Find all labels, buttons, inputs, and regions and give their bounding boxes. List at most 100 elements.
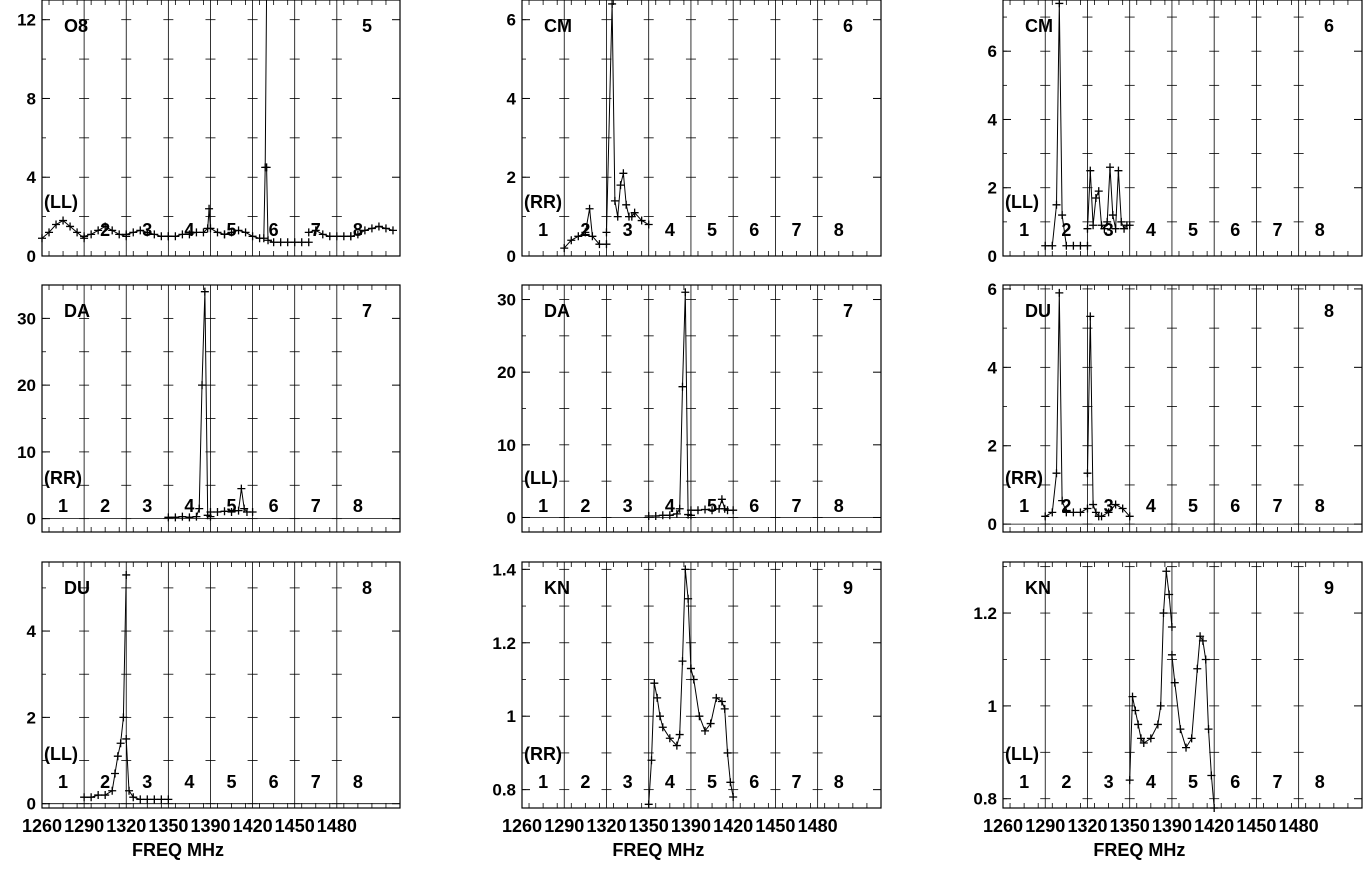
band-label: 8 [834, 220, 844, 240]
band-label: 6 [1230, 220, 1240, 240]
data-point [613, 212, 622, 221]
band-label: 2 [1061, 220, 1071, 240]
panel-kn-2-2: 0.8 1 1.2 KN 9 (LL) 1 2 3 4 5 6 7 8 1260 1290 1320 1350 13… [973, 561, 1363, 860]
data-point [602, 228, 611, 237]
data-point [665, 511, 674, 520]
band-label: 2 [580, 496, 590, 516]
data-point [339, 232, 348, 241]
data-line [224, 0, 268, 239]
data-point [1125, 221, 1134, 230]
data-point [1104, 508, 1113, 517]
data-point [1108, 211, 1117, 220]
data-point [588, 232, 597, 241]
data-point [318, 230, 327, 239]
panel-frame [41, 0, 401, 257]
data-point [678, 657, 687, 666]
data-point [1062, 241, 1071, 250]
band-label: 6 [1230, 496, 1240, 516]
data-line [1044, 292, 1088, 517]
band-label: 5 [227, 496, 237, 516]
data-point [1170, 678, 1179, 687]
band-label: 5 [1188, 772, 1198, 792]
data-point [689, 675, 698, 684]
data-point [665, 734, 674, 743]
data-point [113, 752, 122, 761]
data-point [1128, 692, 1137, 701]
data-point [1048, 508, 1057, 517]
data-line [648, 569, 692, 805]
y-tick-label: 6 [988, 280, 997, 299]
data-point [1048, 241, 1057, 250]
band-label: 1 [1019, 220, 1029, 240]
band-label: 8 [1315, 220, 1325, 240]
panel-frame [1002, 561, 1363, 809]
data-point [136, 226, 145, 235]
y-tick-label: 6 [988, 42, 997, 61]
data-point [1207, 771, 1216, 780]
x-tick-label: 1350 [148, 816, 188, 836]
data-point [94, 791, 103, 800]
polarization-label: (LL) [44, 744, 78, 764]
polarization-label: (LL) [44, 192, 78, 212]
data-point [185, 513, 194, 522]
panel-frame [1002, 284, 1363, 533]
band-label: 6 [1230, 772, 1240, 792]
band-label: 4 [1146, 496, 1156, 516]
y-tick-label: 10 [17, 443, 36, 462]
data-point [198, 381, 207, 390]
data-point [1103, 217, 1112, 226]
y-tick-label: 1 [507, 707, 516, 726]
data-point [304, 238, 313, 247]
panel-frame [1002, 0, 1363, 257]
data-point [1041, 512, 1050, 521]
data-point [567, 236, 576, 245]
band-label: 1 [1019, 772, 1029, 792]
data-point [108, 786, 117, 795]
data-point [87, 230, 96, 239]
station-label: DA [544, 301, 570, 321]
x-tick-label: 1480 [798, 816, 838, 836]
y-tick-label: 2 [988, 179, 997, 198]
data-point [1111, 500, 1120, 509]
band-label: 7 [1273, 220, 1283, 240]
station-label: CM [1025, 16, 1053, 36]
band-label: 4 [665, 772, 675, 792]
data-point [213, 507, 222, 516]
panel-du-2-1: 0 2 4 6 DU 8 (RR) 1 2 3 4 5 6 7 8 [988, 280, 1363, 534]
x-tick-label: 1450 [755, 816, 795, 836]
y-tick-label: 30 [497, 291, 516, 310]
band-label: 7 [1273, 772, 1283, 792]
y-tick-label: 0 [988, 247, 997, 266]
y-tick-label: 1.2 [492, 634, 516, 653]
band-label: 3 [1104, 220, 1114, 240]
data-point [1201, 655, 1210, 664]
band-label: 3 [1104, 772, 1114, 792]
data-point [248, 232, 257, 241]
data-point [684, 594, 693, 603]
panel-number: 9 [843, 578, 853, 598]
data-point [1058, 496, 1067, 505]
data-point [729, 792, 738, 801]
band-label: 5 [707, 496, 717, 516]
data-point [574, 232, 583, 241]
data-point [1134, 720, 1143, 729]
band-label: 2 [1061, 772, 1071, 792]
x-tick-label: 1480 [1279, 816, 1319, 836]
x-tick-label: 1320 [106, 816, 146, 836]
polarization-label: (RR) [44, 468, 82, 488]
data-point [73, 228, 82, 237]
data-point [276, 238, 285, 247]
data-point [595, 240, 604, 249]
data-point [1100, 224, 1109, 233]
data-point [143, 795, 152, 804]
data-point [262, 163, 271, 172]
band-label: 5 [707, 772, 717, 792]
band-label: 3 [623, 220, 633, 240]
panel-number: 8 [1324, 301, 1334, 321]
station-label: CM [544, 16, 572, 36]
data-point [360, 226, 369, 235]
data-point [1069, 508, 1078, 517]
y-tick-label: 2 [988, 437, 997, 456]
